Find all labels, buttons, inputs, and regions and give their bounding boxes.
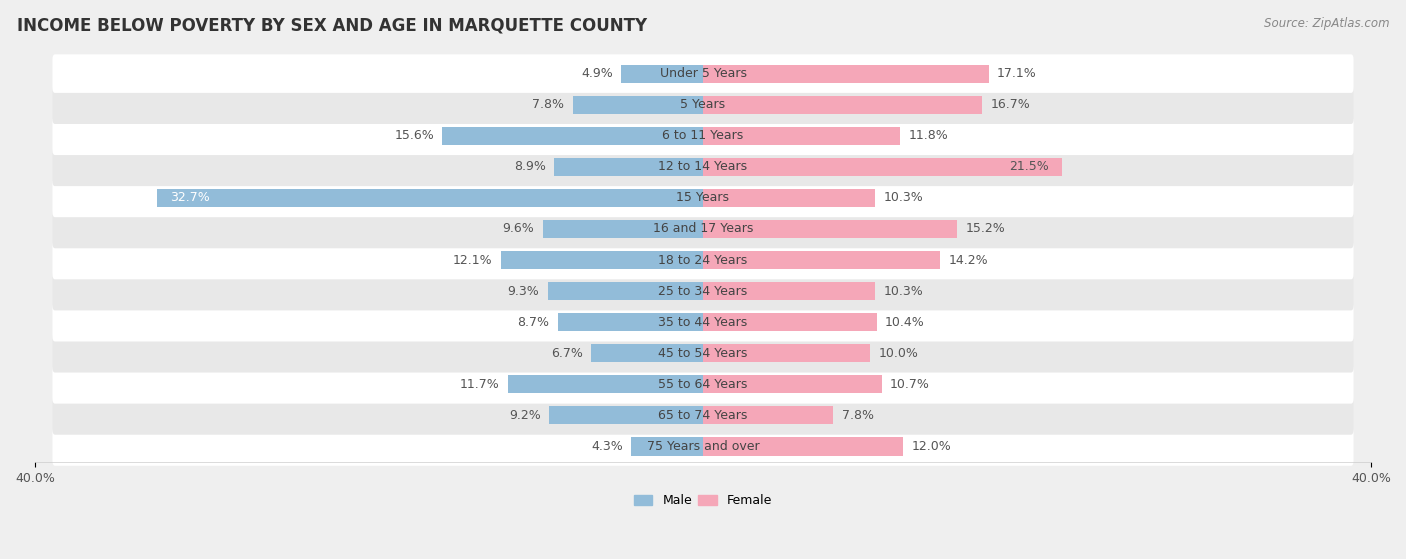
FancyBboxPatch shape: [52, 54, 1354, 93]
Text: INCOME BELOW POVERTY BY SEX AND AGE IN MARQUETTE COUNTY: INCOME BELOW POVERTY BY SEX AND AGE IN M…: [17, 17, 647, 35]
Text: 32.7%: 32.7%: [170, 191, 209, 205]
Bar: [548, 282, 703, 300]
Text: 9.3%: 9.3%: [508, 285, 540, 297]
Text: 10.3%: 10.3%: [883, 285, 924, 297]
Bar: [591, 344, 703, 362]
Text: 6.7%: 6.7%: [551, 347, 582, 360]
Text: 8.7%: 8.7%: [517, 316, 550, 329]
Text: 16 and 17 Years: 16 and 17 Years: [652, 222, 754, 235]
Bar: [703, 344, 870, 362]
Text: 7.8%: 7.8%: [842, 409, 873, 422]
Text: 7.8%: 7.8%: [533, 98, 564, 111]
Text: 45 to 54 Years: 45 to 54 Years: [658, 347, 748, 360]
Text: 11.8%: 11.8%: [908, 129, 948, 143]
Bar: [621, 65, 703, 83]
FancyBboxPatch shape: [52, 427, 1354, 466]
Text: Under 5 Years: Under 5 Years: [659, 67, 747, 80]
Bar: [554, 158, 703, 176]
FancyBboxPatch shape: [52, 179, 1354, 217]
Text: 4.9%: 4.9%: [581, 67, 613, 80]
Bar: [703, 251, 941, 269]
FancyBboxPatch shape: [52, 396, 1354, 435]
Bar: [550, 406, 703, 424]
Bar: [703, 438, 904, 456]
Text: 11.7%: 11.7%: [460, 378, 499, 391]
Text: 10.7%: 10.7%: [890, 378, 929, 391]
Text: 14.2%: 14.2%: [949, 254, 988, 267]
Bar: [543, 220, 703, 238]
Text: 15.6%: 15.6%: [394, 129, 434, 143]
Text: 10.4%: 10.4%: [884, 316, 925, 329]
Text: 15.2%: 15.2%: [965, 222, 1005, 235]
Text: 21.5%: 21.5%: [1010, 160, 1049, 173]
Text: 8.9%: 8.9%: [515, 160, 546, 173]
Text: 12.1%: 12.1%: [453, 254, 492, 267]
Bar: [558, 313, 703, 331]
Text: 18 to 24 Years: 18 to 24 Years: [658, 254, 748, 267]
Bar: [703, 375, 882, 394]
Text: 9.6%: 9.6%: [502, 222, 534, 235]
Bar: [703, 220, 957, 238]
Text: 35 to 44 Years: 35 to 44 Years: [658, 316, 748, 329]
Text: 75 Years and over: 75 Years and over: [647, 440, 759, 453]
Bar: [703, 189, 875, 207]
Bar: [443, 127, 703, 145]
Bar: [508, 375, 703, 394]
Text: 10.3%: 10.3%: [883, 191, 924, 205]
FancyBboxPatch shape: [52, 334, 1354, 372]
Text: Source: ZipAtlas.com: Source: ZipAtlas.com: [1264, 17, 1389, 30]
Bar: [631, 438, 703, 456]
Text: 6 to 11 Years: 6 to 11 Years: [662, 129, 744, 143]
Bar: [703, 282, 875, 300]
Bar: [703, 313, 877, 331]
Text: 16.7%: 16.7%: [990, 98, 1031, 111]
Bar: [703, 127, 900, 145]
FancyBboxPatch shape: [52, 272, 1354, 310]
Text: 12.0%: 12.0%: [911, 440, 952, 453]
Text: 5 Years: 5 Years: [681, 98, 725, 111]
Legend: Male, Female: Male, Female: [628, 489, 778, 513]
FancyBboxPatch shape: [52, 365, 1354, 404]
Bar: [501, 251, 703, 269]
Text: 65 to 74 Years: 65 to 74 Years: [658, 409, 748, 422]
Bar: [703, 65, 988, 83]
Text: 17.1%: 17.1%: [997, 67, 1036, 80]
Bar: [703, 158, 1062, 176]
Text: 12 to 14 Years: 12 to 14 Years: [658, 160, 748, 173]
Text: 25 to 34 Years: 25 to 34 Years: [658, 285, 748, 297]
Text: 9.2%: 9.2%: [509, 409, 541, 422]
Text: 10.0%: 10.0%: [879, 347, 918, 360]
Bar: [572, 96, 703, 113]
FancyBboxPatch shape: [52, 148, 1354, 186]
Text: 4.3%: 4.3%: [591, 440, 623, 453]
Bar: [703, 96, 981, 113]
Text: 55 to 64 Years: 55 to 64 Years: [658, 378, 748, 391]
Bar: [703, 406, 834, 424]
FancyBboxPatch shape: [52, 210, 1354, 248]
FancyBboxPatch shape: [52, 303, 1354, 342]
FancyBboxPatch shape: [52, 116, 1354, 155]
Text: 15 Years: 15 Years: [676, 191, 730, 205]
FancyBboxPatch shape: [52, 241, 1354, 280]
FancyBboxPatch shape: [52, 86, 1354, 124]
Bar: [157, 189, 703, 207]
